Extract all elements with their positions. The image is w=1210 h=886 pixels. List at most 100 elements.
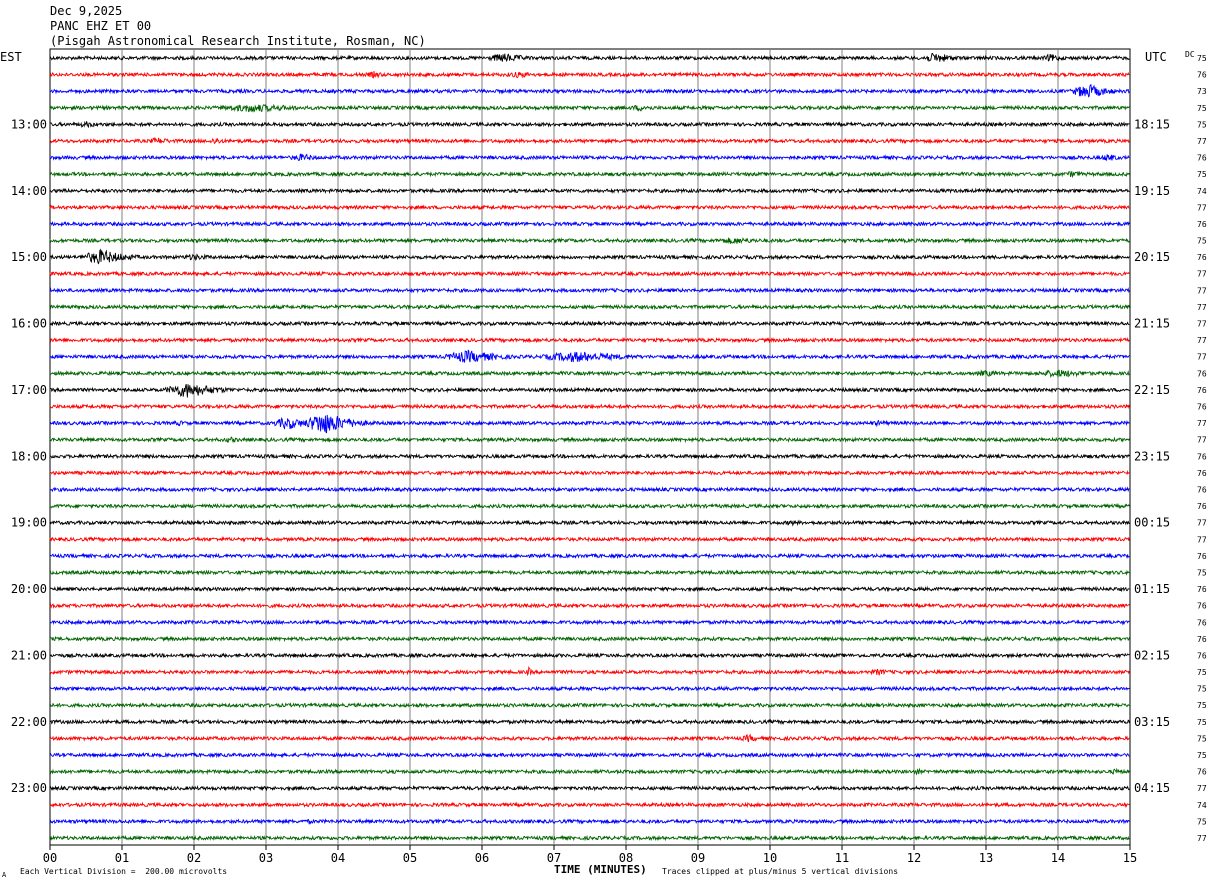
division-note: Each Vertical Division = 200.00 microvol… <box>20 867 228 876</box>
dc-label: DC <box>1185 50 1195 59</box>
dc-offset-label: 76 <box>1197 768 1207 777</box>
dc-offset-label: 75 <box>1197 568 1207 577</box>
trace-row <box>49 320 1130 327</box>
trace-row <box>49 187 1130 195</box>
trace-row <box>49 84 1130 98</box>
dc-offset-label: 77 <box>1197 436 1207 445</box>
dc-offset-label: 77 <box>1197 286 1207 295</box>
right-hour-label: 22:15 <box>1134 383 1170 397</box>
dc-offset-label: 76 <box>1197 386 1207 395</box>
dc-offset-label: 77 <box>1197 784 1207 793</box>
trace-row <box>49 834 1130 842</box>
trace-row <box>49 369 1130 379</box>
plot-date: Dec 9,2025 <box>50 4 123 18</box>
dc-offset-label: 76 <box>1197 502 1207 511</box>
trace-row <box>49 436 1130 444</box>
dc-offset-label: 77 <box>1197 270 1207 279</box>
trace-row <box>49 220 1130 228</box>
right-hour-label: 19:15 <box>1134 184 1170 198</box>
dc-offset-label: 76 <box>1197 635 1207 644</box>
trace-row <box>49 635 1130 643</box>
trace-row <box>49 767 1130 776</box>
dc-offset-label: 76 <box>1197 618 1207 627</box>
dc-offset-label: 75 <box>1197 120 1207 129</box>
trace-row <box>49 801 1130 809</box>
x-tick-label: 09 <box>691 851 705 865</box>
trace-row <box>49 701 1130 709</box>
x-tick-label: 01 <box>115 851 129 865</box>
dc-offset-label: 77 <box>1197 519 1207 528</box>
x-tick-label: 07 <box>547 851 561 865</box>
x-tick-label: 06 <box>475 851 489 865</box>
dc-offset-label: 75 <box>1197 54 1207 63</box>
left-hour-label: 14:00 <box>11 184 47 198</box>
dc-offset-label: 76 <box>1197 585 1207 594</box>
trace-row <box>49 751 1130 759</box>
x-tick-label: 05 <box>403 851 417 865</box>
trace-row <box>49 685 1130 692</box>
corner-mark: A <box>2 871 7 879</box>
trace-row <box>49 248 1130 265</box>
dc-offset-label: 76 <box>1197 220 1207 229</box>
trace-row <box>49 665 1130 677</box>
left-hour-label: 19:00 <box>11 516 47 530</box>
dc-offset-label: 76 <box>1197 253 1207 262</box>
x-tick-label: 03 <box>259 851 273 865</box>
trace-row <box>49 733 1130 743</box>
right-hour-label: 03:15 <box>1134 715 1170 729</box>
left-hour-label: 20:00 <box>11 582 47 596</box>
x-tick-label: 13 <box>979 851 993 865</box>
dc-offset-label: 75 <box>1197 817 1207 826</box>
dc-offset-label: 75 <box>1197 237 1207 246</box>
trace-row <box>49 519 1130 527</box>
trace-row <box>49 652 1130 659</box>
right-hour-label: 23:15 <box>1134 449 1170 463</box>
right-hour-label: 00:15 <box>1134 516 1170 530</box>
trace-row <box>49 137 1130 145</box>
trace-row <box>49 53 1130 63</box>
trace-row <box>49 270 1130 278</box>
x-tick-label: 11 <box>835 851 849 865</box>
left-hour-label: 23:00 <box>11 781 47 795</box>
dc-offset-label: 75 <box>1197 104 1207 113</box>
trace-row <box>49 552 1130 560</box>
trace-row <box>49 103 1130 113</box>
trace-row <box>49 170 1130 179</box>
dc-offset-label: 76 <box>1197 651 1207 660</box>
dc-offset-label: 77 <box>1197 419 1207 428</box>
dc-offset-label: 76 <box>1197 485 1207 494</box>
dc-offset-label: 77 <box>1197 353 1207 362</box>
trace-row <box>49 349 1130 363</box>
x-tick-label: 10 <box>763 851 777 865</box>
x-tick-label: 00 <box>43 851 57 865</box>
trace-row <box>49 414 1130 434</box>
left-hour-label: 22:00 <box>11 715 47 729</box>
x-tick-label: 04 <box>331 851 345 865</box>
right-hour-label: 18:15 <box>1134 117 1170 131</box>
dc-offset-label: 74 <box>1197 801 1207 810</box>
dc-offset-label: 76 <box>1197 452 1207 461</box>
right-hour-label: 01:15 <box>1134 582 1170 596</box>
trace-row <box>49 120 1130 129</box>
dc-offset-label: 77 <box>1197 336 1207 345</box>
trace-row <box>49 569 1130 576</box>
trace-row <box>49 602 1130 609</box>
dc-offset-label: 75 <box>1197 718 1207 727</box>
x-axis-label: TIME (MINUTES) <box>554 863 647 876</box>
dc-offset-label: 75 <box>1197 701 1207 710</box>
trace-row <box>49 535 1130 543</box>
trace-row <box>49 618 1130 626</box>
right-hour-label: 04:15 <box>1134 781 1170 795</box>
plot-frame <box>49 48 1131 846</box>
trace-row <box>49 71 1130 79</box>
dc-offset-label: 75 <box>1197 668 1207 677</box>
x-tick-label: 02 <box>187 851 201 865</box>
trace-row <box>49 403 1130 410</box>
trace-row <box>49 286 1130 294</box>
x-tick-label: 15 <box>1123 851 1137 865</box>
left-timezone-label: EST <box>0 50 22 64</box>
trace-row <box>49 452 1130 460</box>
x-tick-label: 12 <box>907 851 921 865</box>
dc-offset-label: 75 <box>1197 751 1207 760</box>
